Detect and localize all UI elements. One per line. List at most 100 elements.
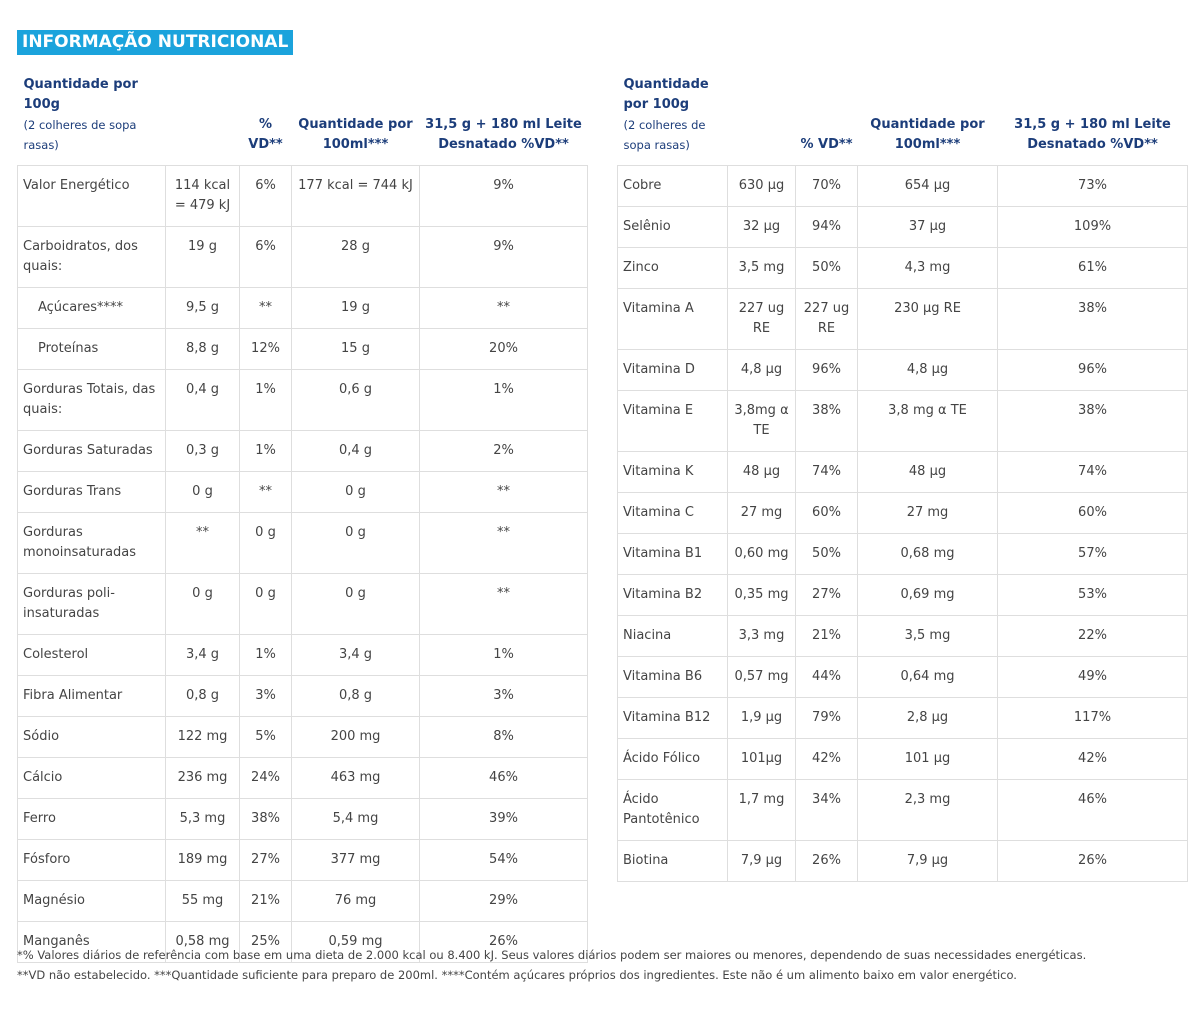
quantity-per-100ml-cell: 177 kcal = 744 kJ [291,165,420,227]
with-milk-daily-value-cell: ** [419,512,588,574]
quantity-per-100ml-cell: 3,5 mg [857,615,998,657]
with-milk-daily-value-cell: 1% [419,634,588,676]
daily-value-cell: 38% [795,390,858,452]
with-milk-daily-value-cell: ** [419,471,588,513]
table-row: Colesterol 3,4 g 1% 3,4 g 1% [17,634,588,676]
table-row: Vitamina B12 1,9 µg 79% 2,8 µg 117% [617,697,1188,739]
quantity-per-100g-cell: 48 µg [727,451,796,493]
quantity-per-100ml-cell: 463 mg [291,757,420,799]
table-header-row: Quantidade por 100g (2 colheres de sopa … [18,75,588,166]
quantity-per-100ml-cell: 0,59 mg [291,921,420,963]
with-milk-daily-value-cell: 20% [419,328,588,370]
daily-value-cell: 44% [795,656,858,698]
daily-value-cell: 0 g [239,512,292,574]
column-header-with-milk: 31,5 g + 180 ml Leite Desnatado %VD** [1014,117,1171,152]
quantity-per-100ml-cell: 0,68 mg [857,533,998,575]
quantity-per-100ml-cell: 0,4 g [291,430,420,472]
with-milk-daily-value-cell: ** [419,287,588,329]
quantity-per-100g-cell: 1,7 mg [727,779,796,841]
quantity-per-100g-cell: 1,9 µg [727,697,796,739]
table-row: Valor Energético 114 kcal = 479 kJ 6% 177 k… [17,165,588,227]
quantity-per-100ml-cell: 200 mg [291,716,420,758]
column-header-quantity-sub: (2 colheres de sopa rasas) [623,118,706,152]
table-row: Gorduras Saturadas 0,3 g 1% 0,4 g 2% [17,430,588,472]
quantity-per-100g-cell: 55 mg [165,880,240,922]
quantity-per-100g-cell: 0,4 g [165,369,240,431]
quantity-per-100ml-cell: 377 mg [291,839,420,881]
quantity-per-100ml-cell: 7,9 µg [857,840,998,882]
quantity-per-100ml-cell: 4,3 mg [857,247,998,289]
nutrient-name-cell: Colesterol [17,634,166,676]
quantity-per-100ml-cell: 0,69 mg [857,574,998,616]
daily-value-cell: 26% [795,840,858,882]
quantity-per-100g-cell: 7,9 µg [727,840,796,882]
quantity-per-100g-cell: 236 mg [165,757,240,799]
with-milk-daily-value-cell: 39% [419,798,588,840]
with-milk-daily-value-cell: 2% [419,430,588,472]
table-row: Fósforo 189 mg 27% 377 mg 54% [17,839,588,881]
column-header-per-100ml: Quantidade por 100ml*** [298,117,413,152]
table-row: Niacina 3,3 mg 21% 3,5 mg 22% [617,615,1188,657]
with-milk-daily-value-cell: 26% [997,840,1188,882]
with-milk-daily-value-cell: 54% [419,839,588,881]
with-milk-daily-value-cell: 9% [419,165,588,227]
quantity-per-100ml-cell: 230 µg RE [857,288,998,350]
column-header-vd: % VD** [800,137,853,152]
nutrient-name-cell: Manganês [17,921,166,963]
quantity-per-100ml-cell: 0,8 g [291,675,420,717]
table-row: Gorduras Trans 0 g ** 0 g ** [17,471,588,513]
daily-value-cell: 3% [239,675,292,717]
quantity-per-100ml-cell: 3,8 mg α TE [857,390,998,452]
quantity-per-100ml-cell: 3,4 g [291,634,420,676]
with-milk-daily-value-cell: 38% [997,390,1188,452]
nutrient-name-cell: Zinco [617,247,728,289]
nutrient-name-cell: Magnésio [17,880,166,922]
quantity-per-100g-cell: 3,5 mg [727,247,796,289]
nutrient-name-cell: Gorduras Saturadas [17,430,166,472]
daily-value-cell: ** [239,287,292,329]
table-row: Ácido Pantotênico 1,7 mg 34% 2,3 mg 46% [617,779,1188,841]
with-milk-daily-value-cell: 61% [997,247,1188,289]
quantity-per-100ml-cell: 0 g [291,512,420,574]
quantity-per-100g-cell: 0 g [165,471,240,513]
nutrient-name-cell: Sódio [17,716,166,758]
with-milk-daily-value-cell: 42% [997,738,1188,780]
quantity-per-100ml-cell: 76 mg [291,880,420,922]
quantity-per-100g-cell: 3,8mg α TE [727,390,796,452]
daily-value-cell: 6% [239,226,292,288]
nutrient-name-cell: Biotina [617,840,728,882]
table-row: Cálcio 236 mg 24% 463 mg 46% [17,757,588,799]
nutrition-table-left: Quantidade por 100g (2 colheres de sopa … [17,75,588,963]
quantity-per-100g-cell: 19 g [165,226,240,288]
column-header-with-milk: 31,5 g + 180 ml Leite Desnatado %VD** [425,117,582,152]
nutrient-name-cell: Ácido Pantotênico [617,779,728,841]
table-row: Vitamina B6 0,57 mg 44% 0,64 mg 49% [617,656,1188,698]
daily-value-cell: 12% [239,328,292,370]
with-milk-daily-value-cell: 22% [997,615,1188,657]
nutrient-name-cell: Vitamina B6 [617,656,728,698]
quantity-per-100ml-cell: 2,8 µg [857,697,998,739]
table-header-row: Quantidade por 100g (2 colheres de sopa … [618,75,1188,166]
with-milk-daily-value-cell: 57% [997,533,1188,575]
quantity-per-100g-cell: 0,58 mg [165,921,240,963]
with-milk-daily-value-cell: 26% [419,921,588,963]
page-title: INFORMAÇÃO NUTRICIONAL [17,30,294,55]
nutrient-name-cell: Cobre [617,165,728,207]
quantity-per-100g-cell: 630 µg [727,165,796,207]
quantity-per-100ml-cell: 654 µg [857,165,998,207]
daily-value-cell: 27% [795,574,858,616]
column-header-quantity-label: Quantidade por 100g [23,77,138,112]
column-header-per-100ml: Quantidade por 100ml*** [870,117,985,152]
quantity-per-100g-cell: 122 mg [165,716,240,758]
quantity-per-100g-cell: 27 mg [727,492,796,534]
quantity-per-100ml-cell: 0,6 g [291,369,420,431]
quantity-per-100g-cell: ** [165,512,240,574]
with-milk-daily-value-cell: 49% [997,656,1188,698]
quantity-per-100g-cell: 0 g [165,573,240,635]
nutrient-name-cell: Niacina [617,615,728,657]
quantity-per-100g-cell: 114 kcal = 479 kJ [165,165,240,227]
daily-value-cell: 79% [795,697,858,739]
